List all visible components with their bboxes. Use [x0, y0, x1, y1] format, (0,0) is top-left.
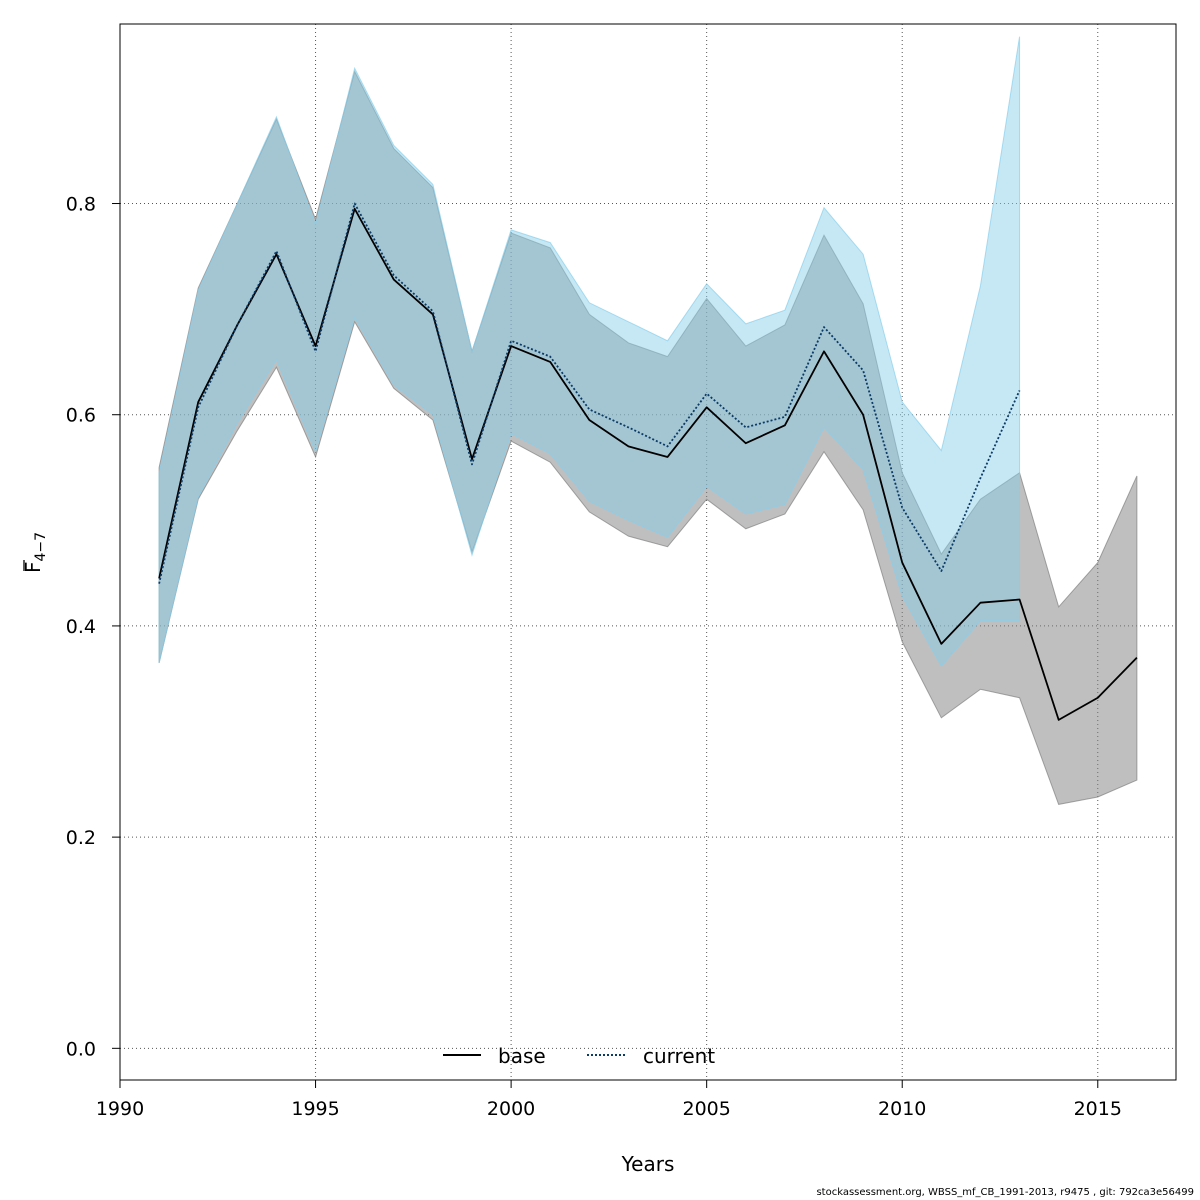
- band-current: [158, 36, 1021, 667]
- y-tick-label: 0.4: [66, 616, 96, 638]
- legend-current-label: current: [643, 1044, 715, 1068]
- x-tick-label: 1990: [96, 1098, 144, 1120]
- legend: base current: [443, 1044, 715, 1068]
- y-axis-title-main: F: [21, 561, 45, 573]
- legend-base-label: base: [498, 1044, 546, 1068]
- y-tick-label: 0.8: [66, 194, 96, 216]
- x-tick-label: 2005: [682, 1098, 730, 1120]
- y-axis-title: F4−7: [21, 532, 49, 573]
- x-axis-title: Years: [621, 1152, 675, 1176]
- x-tick-label: 2000: [487, 1098, 535, 1120]
- footer-credit: stockassessment.org, WBSS_mf_CB_1991-201…: [816, 1187, 1194, 1198]
- y-tick-label: 0.2: [66, 827, 96, 849]
- plot-frame: [119, 23, 1177, 1081]
- series-lines: [158, 202, 1138, 721]
- x-tick-label: 2015: [1074, 1098, 1122, 1120]
- svg-text:F4−7: F4−7: [21, 532, 49, 573]
- confidence-bands: [158, 36, 1138, 805]
- x-tick-label: 2010: [878, 1098, 926, 1120]
- y-tick-label: 0.6: [66, 405, 96, 427]
- y-axis-title-subscript: 4−7: [33, 532, 49, 562]
- line-base: [158, 207, 1138, 721]
- axes: 1990 1995 2000 2005 2010 2015 0.0 0.2 0.4 0.6 0.8: [66, 194, 1122, 1120]
- y-tick-label: 0.0: [66, 1038, 96, 1060]
- x-tick-label: 1995: [291, 1098, 339, 1120]
